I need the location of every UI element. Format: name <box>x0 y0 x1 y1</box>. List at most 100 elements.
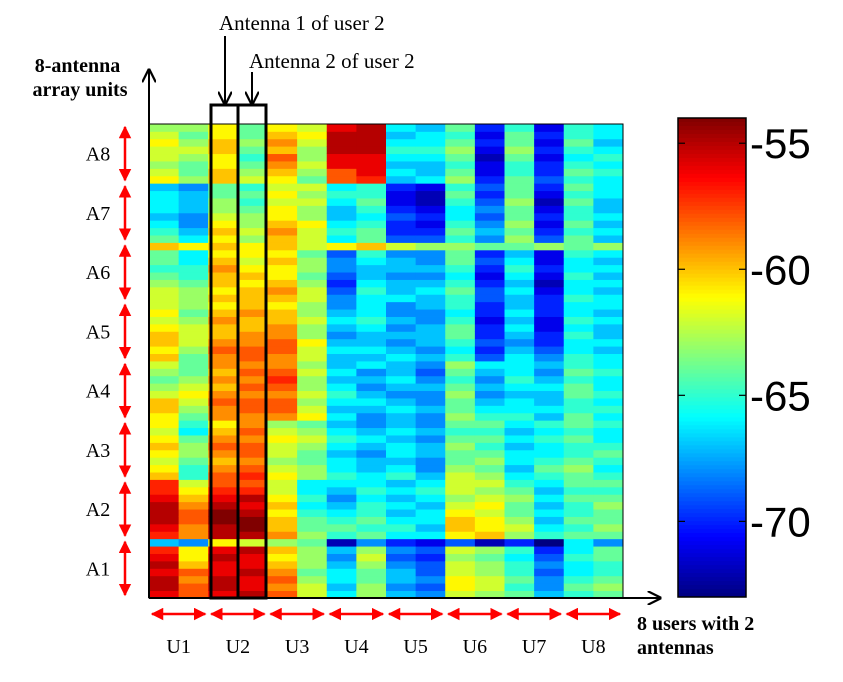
colorbar-segment <box>678 545 746 550</box>
heatmap-cell <box>534 523 565 532</box>
colorbar-segment <box>678 461 746 466</box>
heatmap-cell <box>504 131 535 140</box>
heatmap-cell <box>149 361 180 369</box>
heatmap-cell <box>504 124 535 132</box>
heatmap-cell <box>474 494 505 503</box>
heatmap-cell <box>326 205 357 214</box>
heatmap-cell <box>237 435 268 443</box>
heatmap-cell <box>297 531 328 540</box>
heatmap-cell <box>593 442 624 451</box>
heatmap-cell <box>386 494 417 503</box>
heatmap-cell <box>208 583 239 591</box>
heatmap-cell <box>208 479 239 488</box>
heatmap-cell <box>593 309 624 317</box>
heatmap-cell <box>593 301 624 310</box>
heatmap-cell <box>356 390 387 399</box>
heatmap-cell <box>356 486 387 495</box>
heatmap-cell <box>237 494 268 503</box>
heatmap-cell <box>593 398 624 406</box>
heatmap-cell <box>356 553 387 562</box>
heatmap-cell <box>356 286 387 295</box>
heatmap-cell <box>563 383 594 392</box>
heatmap-cell <box>237 583 268 591</box>
heatmap-cell <box>149 494 180 503</box>
heatmap-cell <box>237 390 268 399</box>
heatmap-cell <box>267 501 298 510</box>
heatmap-cell <box>593 479 624 488</box>
heatmap-cell <box>326 560 357 569</box>
y-axis-title: 8-antenna array units <box>33 55 128 101</box>
colorbar-segment <box>678 393 746 398</box>
heatmap-cell <box>534 390 565 399</box>
heatmap-cell <box>386 323 417 332</box>
heatmap-cell <box>445 523 476 532</box>
heatmap-cell <box>563 538 594 547</box>
heatmap-cell <box>504 398 535 406</box>
heatmap-cell <box>534 412 565 421</box>
heatmap-cell <box>534 175 565 184</box>
heatmap-cell <box>267 279 298 288</box>
heatmap-cell <box>297 220 328 229</box>
heatmap-cell <box>326 523 357 532</box>
heatmap-cell <box>445 449 476 458</box>
heatmap-cell <box>208 331 239 340</box>
heatmap-cell <box>445 383 476 392</box>
heatmap-cell <box>149 242 180 251</box>
heatmap-cell <box>149 190 180 199</box>
colorbar-segment <box>678 177 746 183</box>
heatmap-cell <box>534 309 565 317</box>
heatmap-cell <box>178 161 209 169</box>
colorbar-segment <box>678 305 746 311</box>
heatmap-cell <box>415 227 446 236</box>
heatmap-cell <box>178 427 209 436</box>
heatmap-cell <box>356 353 387 362</box>
heatmap-cell <box>386 264 417 273</box>
heatmap-cell <box>208 264 239 273</box>
heatmap-cell <box>237 375 268 384</box>
heatmap-cell <box>178 449 209 458</box>
heatmap-cell <box>208 560 239 569</box>
heatmap-cell <box>386 501 417 510</box>
colorbar-segment <box>678 141 746 147</box>
heatmap-cell <box>386 427 417 436</box>
colorbar-segment <box>678 133 746 139</box>
heatmap-cell <box>208 346 239 354</box>
heatmap-cell <box>593 264 624 273</box>
heatmap-cell <box>445 146 476 155</box>
heatmap-cell <box>178 560 209 569</box>
colorbar-segment <box>678 437 746 442</box>
heatmap-cell <box>445 546 476 554</box>
heatmap-cell <box>149 249 180 258</box>
heatmap-cell <box>563 583 594 591</box>
heatmap-cell <box>593 472 624 480</box>
heatmap-cell <box>386 242 417 251</box>
heatmap-cell <box>326 346 357 354</box>
heatmap-cell <box>534 398 565 406</box>
heatmap-cell <box>297 353 328 362</box>
heatmap-cell <box>415 390 446 399</box>
heatmap-cell <box>386 205 417 214</box>
heatmap-cell <box>267 175 298 184</box>
heatmap-cell <box>326 168 357 177</box>
heatmap-cell <box>208 420 239 429</box>
heatmap-cell <box>149 323 180 332</box>
heatmap-cell <box>297 346 328 354</box>
heatmap-cell <box>534 183 565 192</box>
heatmap-cell <box>563 227 594 236</box>
heatmap-cell <box>445 301 476 310</box>
heatmap-cell <box>593 435 624 443</box>
heatmap-cell <box>267 420 298 429</box>
heatmap-cell <box>504 568 535 577</box>
heatmap-cell <box>474 383 505 392</box>
heatmap-cell <box>149 405 180 414</box>
heatmap-cell <box>563 205 594 214</box>
heatmap-cell <box>534 220 565 229</box>
heatmap-cell <box>563 361 594 369</box>
heatmap-cell <box>415 420 446 429</box>
y-category-label: A1 <box>86 558 110 580</box>
heatmap-cell <box>593 449 624 458</box>
heatmap-cell <box>534 531 565 540</box>
heatmap-cell <box>356 264 387 273</box>
heatmap-cell <box>297 205 328 214</box>
